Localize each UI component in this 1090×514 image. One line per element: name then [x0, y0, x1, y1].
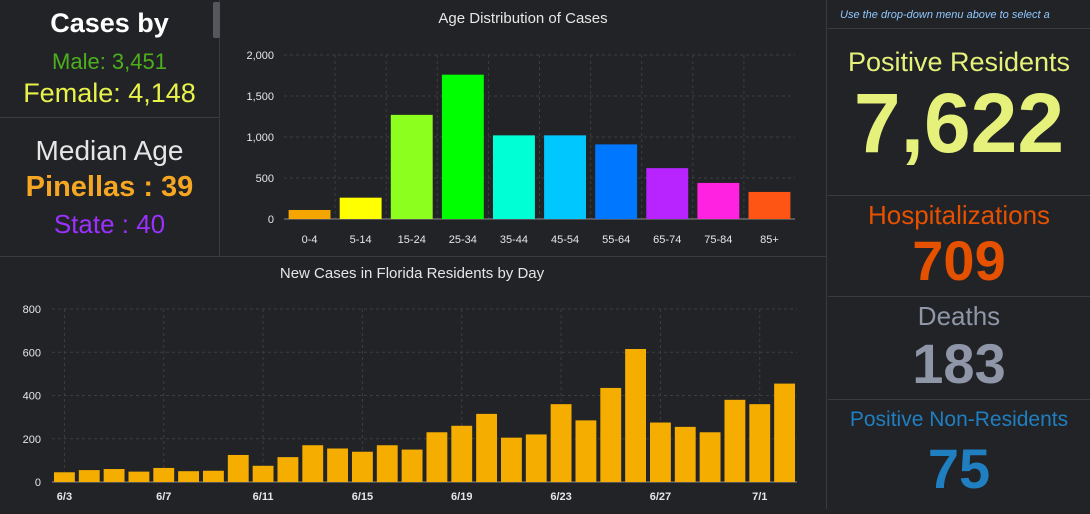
- daily-bar: [774, 383, 796, 482]
- age-x-tick-label: 35-44: [500, 234, 528, 246]
- daily-bar: [674, 426, 696, 482]
- daily-bar: [53, 472, 75, 482]
- age-x-tick-label: 75-84: [704, 234, 732, 246]
- non-residents-label: Positive Non-Residents: [849, 408, 1069, 431]
- daily-bar: [426, 432, 448, 482]
- age-distribution-chart: Age Distribution of Cases 0 500 1,000 1,500 2…: [246, 10, 795, 246]
- age-bar: [646, 168, 689, 219]
- age-bar: [492, 135, 535, 219]
- daily-bar: [327, 448, 349, 482]
- cases-by-panel: Cases by Male: 3,451 Female: 4,148: [0, 0, 220, 118]
- daily-bar: [550, 404, 572, 482]
- daily-bar: [103, 469, 125, 482]
- median-age-title: Median Age: [35, 135, 184, 166]
- age-y-tick-label: 0: [268, 214, 274, 226]
- daily-bar: [153, 467, 175, 482]
- daily-y-tick-label: 0: [35, 477, 41, 489]
- age-y-tick-label: 1,000: [246, 132, 274, 144]
- positive-residents-panel: Positive Residents 7,622: [828, 28, 1090, 196]
- age-x-tick-label: 0-4: [302, 234, 318, 246]
- instruction-panel: Use the drop-down menu above to select a: [828, 0, 1090, 28]
- state-median-age: State : 40: [53, 209, 166, 239]
- daily-x-tick-label: 6/23: [550, 491, 571, 503]
- daily-y-tick-label: 200: [23, 434, 41, 446]
- age-distribution-panel: Age Distribution of Cases 0 500 1,000 1,500 2…: [221, 0, 827, 256]
- deaths-label: Deaths: [917, 301, 1001, 331]
- age-y-tick-label: 1,500: [246, 91, 274, 103]
- female-count: Female: 4,148: [23, 78, 196, 108]
- daily-cases-chart: New Cases in Florida Residents by Day 0 20…: [23, 265, 797, 503]
- daily-cases-panel: New Cases in Florida Residents by Day 0 20…: [0, 256, 827, 509]
- daily-bar: [500, 437, 522, 482]
- age-bar: [441, 74, 484, 220]
- daily-bar: [252, 465, 274, 482]
- daily-bar: [649, 422, 671, 482]
- age-chart-title: Age Distribution of Cases: [438, 10, 607, 27]
- age-bar: [697, 182, 740, 219]
- dropdown-instruction: Use the drop-down menu above to select a: [840, 9, 1050, 21]
- hospitalizations-value: 709: [912, 229, 1006, 292]
- age-x-tick-label: 45-54: [551, 234, 579, 246]
- daily-bar: [227, 454, 249, 482]
- age-y-tick-label: 500: [256, 173, 274, 185]
- age-x-tick-label: 15-24: [398, 234, 426, 246]
- hospitalizations-panel: Hospitalizations 709: [828, 197, 1090, 297]
- age-x-tick-label: 25-34: [449, 234, 477, 246]
- age-bar: [288, 209, 331, 219]
- scrollbar-thumb[interactable]: [213, 2, 220, 38]
- deaths-panel: Deaths 183: [828, 298, 1090, 400]
- positive-residents-label: Positive Residents: [847, 47, 1071, 77]
- daily-x-tick-label: 6/7: [156, 491, 171, 503]
- daily-bar: [78, 470, 100, 482]
- daily-bar: [699, 432, 721, 482]
- daily-bar: [302, 445, 324, 482]
- deaths-value: 183: [912, 332, 1006, 395]
- daily-y-tick-label: 600: [23, 347, 41, 359]
- daily-bar: [401, 449, 423, 482]
- positive-residents-value: 7,622: [853, 76, 1065, 170]
- daily-bar: [376, 445, 398, 482]
- age-bar: [544, 135, 587, 219]
- daily-bar: [525, 434, 547, 482]
- daily-y-tick-label: 400: [23, 391, 41, 403]
- daily-bar: [575, 420, 597, 482]
- daily-x-tick-label: 6/27: [650, 491, 671, 503]
- age-x-tick-label: 65-74: [653, 234, 681, 246]
- age-x-tick-label: 55-64: [602, 234, 630, 246]
- daily-bar: [277, 457, 299, 482]
- daily-bar: [600, 387, 622, 482]
- daily-x-tick-label: 6/19: [451, 491, 472, 503]
- median-age-panel: Median Age Pinellas : 39 State : 40: [0, 119, 220, 256]
- daily-bar: [202, 470, 224, 482]
- daily-x-tick-label: 6/3: [57, 491, 72, 503]
- daily-x-tick-label: 7/1: [752, 491, 767, 503]
- daily-bar: [625, 349, 647, 482]
- daily-x-tick-label: 6/11: [253, 491, 274, 503]
- age-x-tick-label: 5-14: [350, 234, 372, 246]
- age-bar: [390, 114, 433, 219]
- hospitalizations-label: Hospitalizations: [867, 200, 1051, 230]
- daily-y-tick-label: 800: [23, 304, 41, 316]
- age-y-tick-label: 2,000: [246, 50, 274, 62]
- daily-bar: [476, 413, 498, 482]
- daily-bar: [351, 451, 373, 482]
- male-count: Male: 3,451: [52, 49, 167, 74]
- daily-chart-title: New Cases in Florida Residents by Day: [280, 265, 545, 282]
- age-bar: [339, 197, 382, 219]
- daily-bar: [724, 399, 746, 482]
- age-x-tick-label: 85+: [760, 234, 779, 246]
- daily-x-tick-label: 6/15: [352, 491, 373, 503]
- daily-bar: [749, 404, 771, 482]
- daily-bar: [178, 471, 200, 482]
- non-residents-value: 75: [927, 437, 991, 500]
- cases-by-title: Cases by: [50, 8, 169, 38]
- daily-bar: [128, 471, 150, 482]
- non-residents-panel: Positive Non-Residents 75: [828, 401, 1090, 509]
- age-bar: [748, 191, 791, 219]
- county-median-age: Pinellas : 39: [25, 171, 194, 203]
- age-bar: [595, 144, 638, 219]
- daily-bar: [451, 425, 473, 482]
